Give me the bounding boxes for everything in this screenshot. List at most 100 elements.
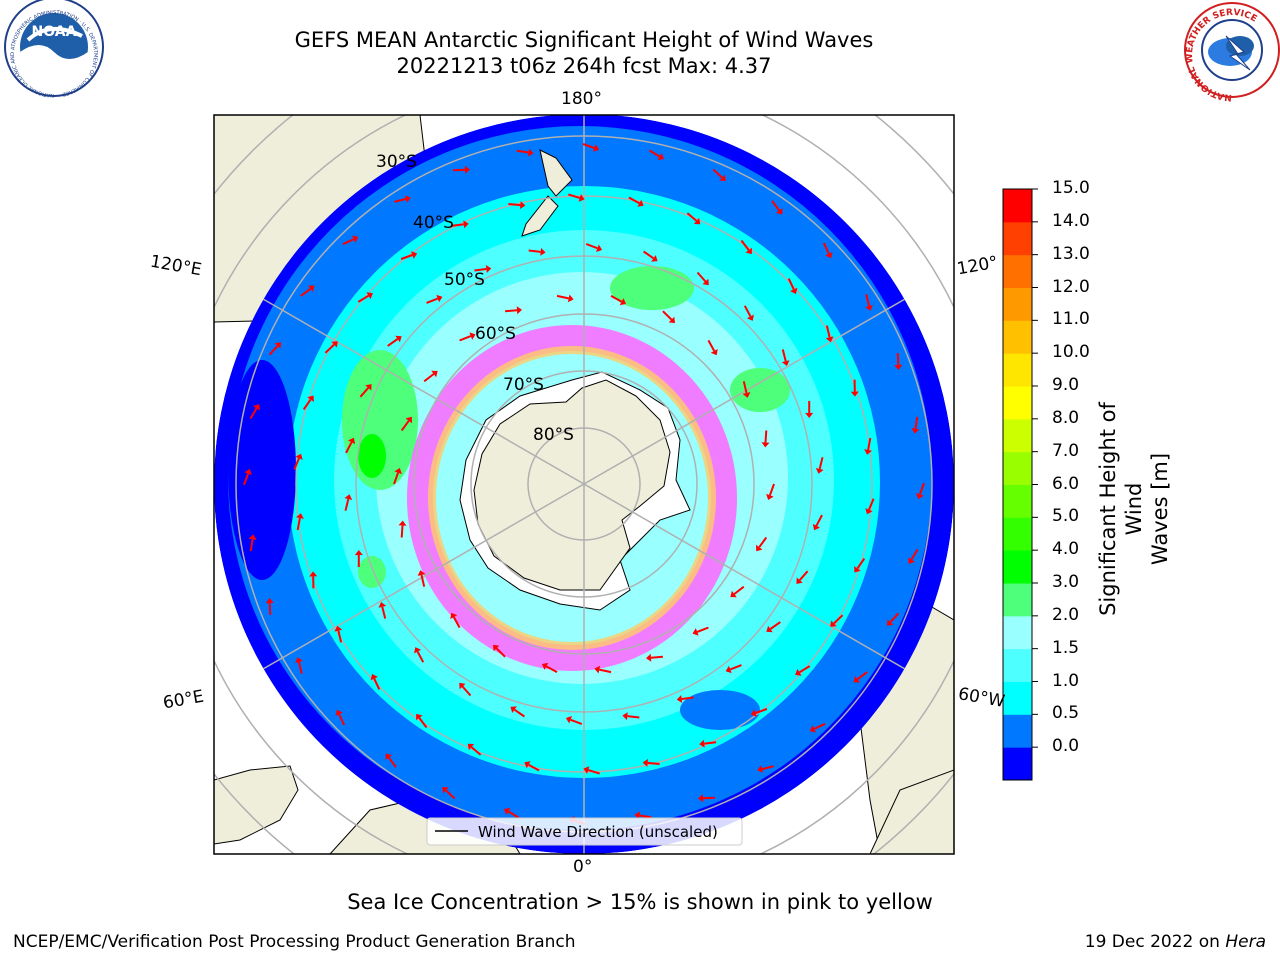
wave-arrow-head [405,416,412,424]
wave-arrow-shaft [822,242,830,255]
colorbar-tick-label: 13.0 [1052,243,1090,264]
wave-arrow-shaft [513,708,525,718]
colorbar-tick-label: 2.0 [1052,604,1080,625]
wave-arrow-head [593,144,600,152]
wave-arrow-shaft [400,420,410,432]
wave-arrow-head [634,811,640,820]
wave-arrow-head [542,662,549,670]
wave-arrow-head [309,571,318,577]
wave-arrow-head [668,316,675,324]
wave-arrow-head [702,278,709,286]
wave-arrow-shaft [662,310,673,321]
wave-arrow-shaft [470,746,482,756]
wave-arrow-head [854,566,861,573]
wave-arrow-head [516,306,522,315]
wave-arrow-head [853,676,860,683]
wave-arrow-shaft [833,614,844,625]
wave-arrow-head [417,570,426,576]
wave-arrow-shaft [495,647,506,658]
lat-label-60s: 60°S [475,324,516,344]
wave-arrow-shaft [798,665,811,674]
wave-arrow-shaft [755,708,768,714]
colorbar-tick-label: 1.5 [1052,637,1080,658]
footer-date-text: 19 Dec 2022 on [1084,932,1226,952]
wave-arrow-head [366,292,373,300]
wave-arrow-head [295,453,303,460]
wave-arrow-shaft [787,278,795,290]
wave-arrow-shaft [764,430,768,443]
wave-arrow-head [894,364,903,370]
wave-arrow-head [296,513,304,519]
colorbar-tick-label: 12.0 [1052,276,1090,297]
wave-arrow-shaft [243,473,250,486]
wave-arrow-shaft [707,339,716,352]
lon-label-0: 0° [573,857,593,877]
wave-arrow-head [746,314,754,321]
wave-arrow-head [750,709,757,717]
wave-arrow-shaft [798,570,809,581]
colorbar-tick-label: 9.0 [1052,375,1080,395]
colorbar-tick-label: 8.0 [1052,407,1080,428]
colorbar [1003,188,1038,781]
wave-arrow-head [467,743,475,751]
wave-arrow-head [450,612,458,619]
colorbar-segment [1003,615,1032,650]
wave-arrow-shaft [865,294,871,307]
colorbar-tick-label: 10.0 [1052,342,1090,363]
colorbar-tick-label: 1.0 [1052,670,1080,691]
wave-arrow-head [745,247,752,255]
colorbar-segment [1003,648,1032,682]
wave-arrow-head [395,335,402,343]
wave-arrow-head [398,520,407,526]
noaa-logo: NOAA NATIONAL OCEANIC AND ATMOSPHERIC AD… [4,0,104,98]
wave-arrow-head [352,235,359,243]
wave-direction-arrows [243,143,925,825]
wave-arrow-shaft [344,498,350,511]
wave-arrow-head [365,384,372,391]
wave-arrow-shaft [249,407,258,420]
wave-arrow-head [642,759,648,767]
wave-arrow-shaft [639,814,652,819]
wave-arrow-head [825,252,833,259]
colorbar-segment [1003,583,1032,617]
wave-arrow-shaft [648,149,661,158]
wave-arrow-shaft [357,294,370,303]
colorbar-segment [1003,221,1032,256]
wave-arrow-head [459,682,466,690]
colorbar-tick-label: 0.5 [1052,703,1080,724]
wave-arrow-head [265,598,274,604]
wave-arrow-head [370,674,378,681]
wave-arrow-shaft [867,437,872,451]
colorbar-label-line2: Waves [m] [1148,452,1172,566]
wave-arrow-shaft [768,483,775,496]
wave-arrow-shaft [394,197,407,203]
wave-arrow-shaft [610,295,623,303]
wave-arrow-head [825,336,834,343]
wave-arrow-head [405,195,411,203]
wave-arrow-shaft [451,223,464,227]
wave-arrow-shaft [345,441,353,454]
footer-host: Hera [1225,932,1266,952]
chart-subtitle: 20221213 t06z 264h fcst Max: 4.37 [396,54,772,78]
wave-arrow-head [274,342,281,349]
wave-arrow-head [693,217,701,225]
wave-arrow-shaft [528,763,540,772]
wave-arrow-head [911,428,920,434]
wave-arrow-shaft [702,796,716,800]
wave-arrow-head [354,550,363,556]
lat-label-70s: 70°S [503,375,544,395]
wave-arrow-head [812,523,820,531]
wave-arrow-head [416,713,423,721]
wave-arrow-shaft [338,713,346,726]
wave-arrow-shaft [249,539,254,552]
wave-arrow-shaft [268,602,272,616]
wave-arrow-shaft [650,655,663,659]
wave-arrow-shaft [387,338,399,347]
wave-arrow-shaft [818,457,824,470]
wave-arrow-shaft [445,789,456,800]
wave-arrow-head [248,534,257,540]
wave-arrow-shaft [461,685,472,697]
colorbar-segment [1003,189,1032,223]
wave-arrow-shaft [387,756,397,768]
